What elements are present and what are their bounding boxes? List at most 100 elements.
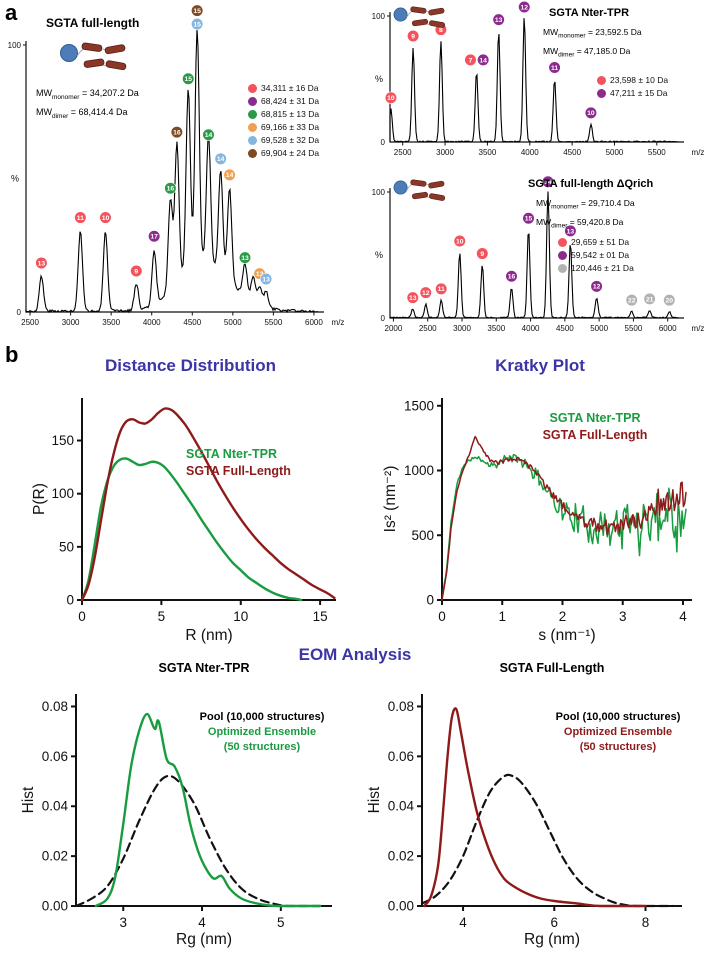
legend-row: 47,211 ± 15 Da <box>597 88 668 98</box>
spectrum-trace <box>389 191 679 319</box>
legend-row: 120,446 ± 21 Da <box>558 263 634 273</box>
charge-state-number: 16 <box>167 186 175 193</box>
x-tick-label: 8 <box>642 915 650 930</box>
charge-state-number: 16 <box>173 130 181 137</box>
legend-entry-structures: (50 structures) <box>579 741 657 753</box>
x-tick-label: 1 <box>498 609 506 624</box>
x-tick-label: 3500 <box>102 318 120 327</box>
charge-state-badge <box>548 61 561 74</box>
x-axis-label: Rg (nm) <box>524 931 580 948</box>
species-color-dot <box>248 122 257 132</box>
x-tick-label: 5000 <box>606 148 624 157</box>
charge-state-number: 13 <box>241 255 249 262</box>
y-tick-label-0: 0 <box>381 138 386 147</box>
legend-entry-nter-tpr: SGTA Nter-TPR <box>186 447 277 461</box>
charge-state-number: 22 <box>628 298 636 305</box>
x-tick-label: 6000 <box>305 318 323 327</box>
y-tick-label: 0 <box>426 593 434 608</box>
y-axis-label: % <box>375 74 383 84</box>
species-color-dot <box>558 250 567 260</box>
charge-state-badge <box>643 292 656 306</box>
charge-state-badge <box>191 4 204 17</box>
spectrum-trace <box>25 28 319 314</box>
charge-state-badge <box>419 286 432 299</box>
charge-state-badge <box>464 53 477 67</box>
distance-distribution-plot: 0 5 10 15 0 50 100 150 R (nm) P(R) <box>28 382 355 657</box>
eom-nter-tpr-svg: 3 4 5 0.00 0.02 0.04 0.06 0.08 Rg (nm) Hist <box>20 694 332 948</box>
charge-state-badge <box>625 294 638 307</box>
eom-nter-legend: Pool (10,000 structures) Optimized Ensem… <box>172 710 352 755</box>
charge-state-number: 13 <box>256 271 264 278</box>
species-legend-nter-tpr: 23,598 ± 10 Da 47,211 ± 15 Da <box>597 75 668 98</box>
x-tick-label: 5000 <box>224 318 242 327</box>
charge-state-badge <box>522 212 535 225</box>
mw-value: = 29,710.4 Da <box>578 198 635 208</box>
x-tick-label: 0 <box>438 609 446 624</box>
species-mass-label: 68,815 ± 13 Da <box>261 109 320 119</box>
charge-state-number: 21 <box>646 296 654 303</box>
species-mass-label: 59,542 ± 01 Da <box>571 250 630 260</box>
charge-state-number: 10 <box>387 95 395 102</box>
charge-state-badge <box>663 294 676 307</box>
x-tick-label: 6000 <box>659 324 677 333</box>
mw-value: = 47,185.0 Da <box>574 45 631 56</box>
y-axis-label: Hist <box>366 786 383 813</box>
charge-state-number: 14 <box>217 156 225 163</box>
kratky-svg: 0 1 2 3 4 0 500 1000 1500 s (nm⁻¹) Is² (nm⁻²) <box>382 398 692 644</box>
charge-state-number: 20 <box>666 298 674 305</box>
species-color-dot <box>248 109 257 119</box>
series-0 <box>420 773 674 908</box>
legend-entry-pool: Pool (10,000 structures) <box>199 711 325 723</box>
charge-state-badge <box>202 128 215 141</box>
x-tick-label: 3000 <box>62 318 80 327</box>
legend-entry-optimized: Optimized Ensemble <box>207 726 317 738</box>
eom-full-length-legend: Pool (10,000 structures) Optimized Ensem… <box>528 710 708 755</box>
series-1 <box>423 707 647 908</box>
spectrum-title-delta-qrich: SGTA full-length ΔQrich <box>528 178 654 190</box>
x-tick-label: 3 <box>619 609 627 624</box>
species-mass-label: 69,166 ± 33 Da <box>261 122 320 132</box>
x-tick-label: 5500 <box>264 318 282 327</box>
protein-cartoon-delta-qrich <box>393 179 446 201</box>
x-tick-label: 2500 <box>419 324 437 333</box>
charge-state-number: 10 <box>587 110 595 117</box>
mw-monomer-line: MWmonomer = 29,710.4 Da <box>536 196 635 215</box>
x-tick-label: 4000 <box>521 148 539 157</box>
y-tick-label: 100 <box>51 486 74 501</box>
eom-full-length-svg: 4 6 8 0.00 0.02 0.04 0.06 0.08 Rg (nm) Hist <box>366 694 682 948</box>
charge-state-number: 15 <box>184 76 192 83</box>
species-color-dot <box>558 263 567 273</box>
x-tick-label: 2500 <box>21 318 39 327</box>
charge-state-number: 14 <box>544 179 552 186</box>
charge-state-number: 12 <box>520 4 528 11</box>
ubl-domain-sphere <box>60 44 78 62</box>
charge-state-badge <box>541 175 555 188</box>
spectrum-title-nter-tpr: SGTA Nter-TPR <box>549 7 630 19</box>
y-tick-label: 500 <box>411 528 434 543</box>
protein-cartoon-nter-tpr <box>393 6 446 28</box>
species-color-dot <box>558 237 567 247</box>
mw-value: = 68,414.4 Da <box>68 106 128 117</box>
mw-dimer-line: MWdimer = 68,414.4 Da <box>36 105 139 124</box>
charge-state-number: 11 <box>77 215 84 222</box>
x-tick-label: 4 <box>198 915 206 930</box>
mw-block-delta-qrich: MWmonomer = 29,710.4 Da MWdimer = 59,420… <box>536 196 635 233</box>
spectrum-trace <box>389 18 679 143</box>
mw-monomer-line: MWmonomer = 23,592.5 Da <box>543 25 642 44</box>
legend-row: 29,659 ± 51 Da <box>558 237 634 247</box>
legend-entry-pool: Pool (10,000 structures) <box>555 711 681 723</box>
y-tick-label: 0.00 <box>42 899 68 914</box>
sgta-full-length-svg: 100 0% 2500 3000 3500 4000 4500 5000 5500 6000 m/z… <box>8 4 344 327</box>
series-0 <box>80 457 303 602</box>
charge-state-badge <box>148 230 161 243</box>
charge-state-number: 13 <box>495 17 503 24</box>
charge-state-number: 14 <box>479 57 487 64</box>
species-mass-label: 68,424 ± 31 Da <box>261 96 320 106</box>
y-tick-label: 150 <box>51 433 74 448</box>
y-tick-label: 0.06 <box>388 749 414 764</box>
charge-state-number: 12 <box>593 284 601 291</box>
x-tick-label: 15 <box>313 609 328 624</box>
y-tick-label-100: 100 <box>372 188 386 197</box>
x-axis-label: s (nm⁻¹) <box>538 627 595 644</box>
